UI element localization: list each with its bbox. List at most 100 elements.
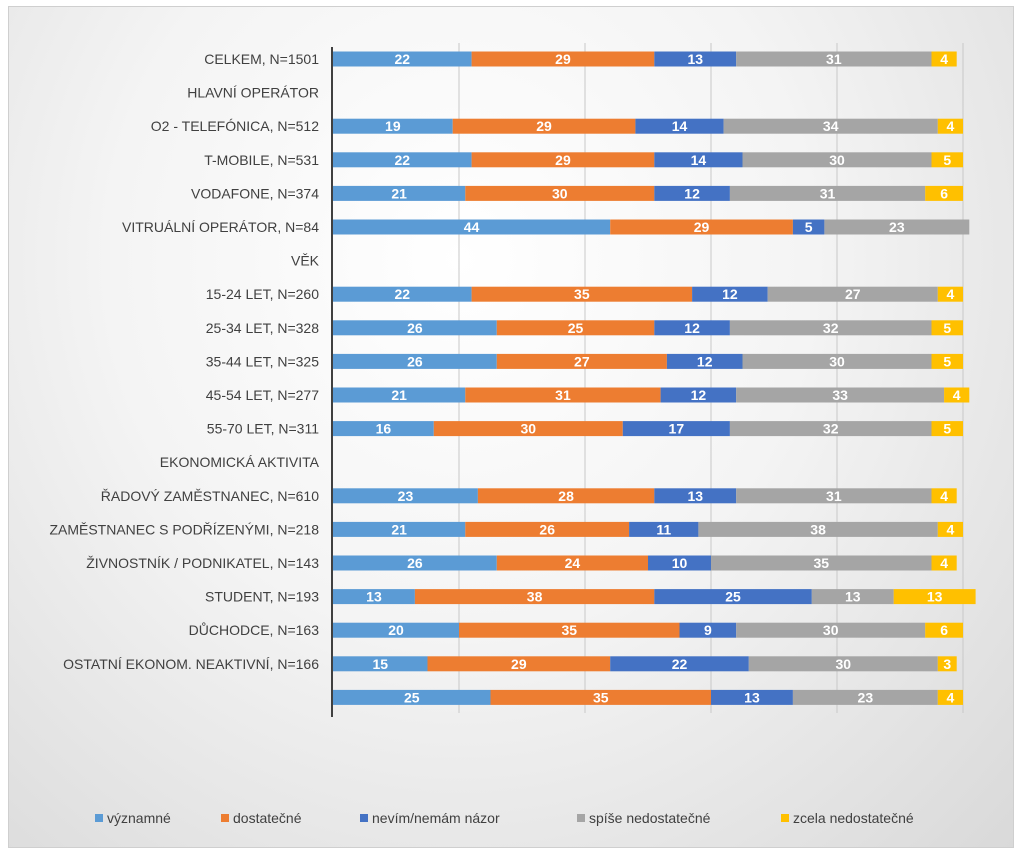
data-label: 35: [593, 689, 609, 705]
bar-segment: [333, 286, 472, 302]
bar-segment: [736, 51, 932, 67]
data-label: 4: [947, 521, 955, 537]
data-label: 31: [820, 185, 836, 201]
data-label: 35: [813, 555, 829, 571]
data-label: 5: [943, 152, 951, 168]
data-label: 12: [684, 185, 700, 201]
data-label: 23: [398, 488, 414, 504]
data-label: 23: [889, 219, 905, 235]
data-label: 28: [558, 488, 574, 504]
data-label: 5: [805, 219, 813, 235]
data-label: 22: [395, 286, 411, 302]
data-label: 13: [687, 51, 703, 67]
bar-segment: [729, 185, 926, 201]
data-label: 6: [940, 622, 948, 638]
bar-segment: [333, 555, 497, 571]
category-label: STUDENT, N=193: [205, 589, 319, 605]
bar-segment: [333, 689, 491, 705]
data-label: 13: [927, 589, 943, 605]
bar-segment: [931, 152, 963, 168]
data-label: 25: [568, 320, 584, 336]
legend-item: zcela nedostatečné: [793, 810, 914, 826]
bar-segment: [767, 286, 938, 302]
data-label: 5: [943, 353, 951, 369]
bar-segment: [496, 320, 655, 336]
bar-segment: [333, 320, 497, 336]
data-label: 24: [565, 555, 581, 571]
data-label: 31: [555, 387, 571, 403]
category-label: ZAMĚSTNANEC S PODŘÍZENÝMI, N=218: [49, 521, 319, 537]
bar-segment: [736, 387, 945, 403]
category-label: VITRUÁLNÍ OPERÁTOR, N=84: [122, 219, 319, 235]
bar-segment: [654, 589, 812, 605]
bar-segment: [496, 353, 667, 369]
bar-segment: [937, 521, 963, 537]
data-label: 4: [940, 488, 948, 504]
legend-swatch: [781, 814, 789, 822]
data-label: 27: [574, 353, 590, 369]
data-label: 25: [404, 689, 420, 705]
data-label: 30: [823, 622, 839, 638]
bar-segment: [660, 387, 737, 403]
data-label: 29: [511, 656, 527, 672]
bar-segment: [931, 320, 963, 336]
data-label: 32: [823, 421, 839, 437]
bar-segment: [742, 152, 932, 168]
bar-segment: [666, 353, 743, 369]
data-label: 26: [539, 521, 555, 537]
bar-segment: [629, 521, 699, 537]
category-label: O2 - TELEFÓNICA, N=512: [151, 118, 319, 134]
category-label: OSTATNÍ EKONOM. NEAKTIVNÍ, N=166: [63, 656, 319, 672]
stacked-bar-chart: 22 29 13 31 419 29 14 34 422 29 14 30 521 30 12 31 644 29…: [49, 43, 976, 826]
data-label: 20: [388, 622, 404, 638]
data-label: 34: [823, 118, 839, 134]
bar-segment: [490, 689, 711, 705]
bar-segment: [465, 185, 655, 201]
data-label: 27: [845, 286, 861, 302]
bar-segment: [679, 622, 737, 638]
bar-segment: [333, 118, 453, 134]
bar-segment: [333, 185, 466, 201]
data-label: 32: [823, 320, 839, 336]
data-label: 30: [836, 656, 852, 672]
bar-segment: [654, 51, 737, 67]
category-labels: CELKEM, N=1501 HLAVNÍ OPERÁTOR O2 - TELEFÓ…: [49, 51, 319, 672]
data-label: 21: [391, 387, 407, 403]
data-label: 21: [391, 521, 407, 537]
bar-segment: [937, 286, 963, 302]
bar-segment: [610, 219, 793, 235]
data-label: 13: [687, 488, 703, 504]
category-label: CELKEM, N=1501: [204, 51, 319, 67]
data-label: 22: [395, 51, 411, 67]
bar-segment: [333, 589, 415, 605]
data-label: 22: [395, 152, 411, 168]
legend-item: nevím/nemám názor: [372, 810, 500, 826]
data-label: 16: [376, 421, 392, 437]
bar-segment: [333, 51, 472, 67]
bar-segment: [452, 118, 636, 134]
bar-segment: [925, 622, 963, 638]
data-label: 35: [561, 622, 577, 638]
category-label: VĚK: [291, 253, 320, 269]
bar-segment: [944, 387, 970, 403]
bar-segment: [333, 656, 428, 672]
data-label: 29: [555, 152, 571, 168]
bar-segment: [824, 219, 970, 235]
bar-segment: [654, 320, 730, 336]
bar-segment: [333, 152, 472, 168]
data-label: 21: [391, 185, 407, 201]
data-label: 30: [829, 353, 845, 369]
bar-segment: [465, 521, 630, 537]
legend-swatch: [577, 814, 585, 822]
data-label: 9: [704, 622, 712, 638]
bar-segment: [698, 521, 938, 537]
bar-segment: [471, 286, 693, 302]
data-label: 31: [826, 488, 842, 504]
bar-segment: [931, 555, 957, 571]
bar-segment: [459, 622, 680, 638]
data-label: 38: [810, 521, 826, 537]
category-label: 45-54 LET, N=277: [206, 387, 319, 403]
bar-segment: [654, 488, 737, 504]
data-label: 13: [744, 689, 760, 705]
data-label: 31: [826, 51, 842, 67]
